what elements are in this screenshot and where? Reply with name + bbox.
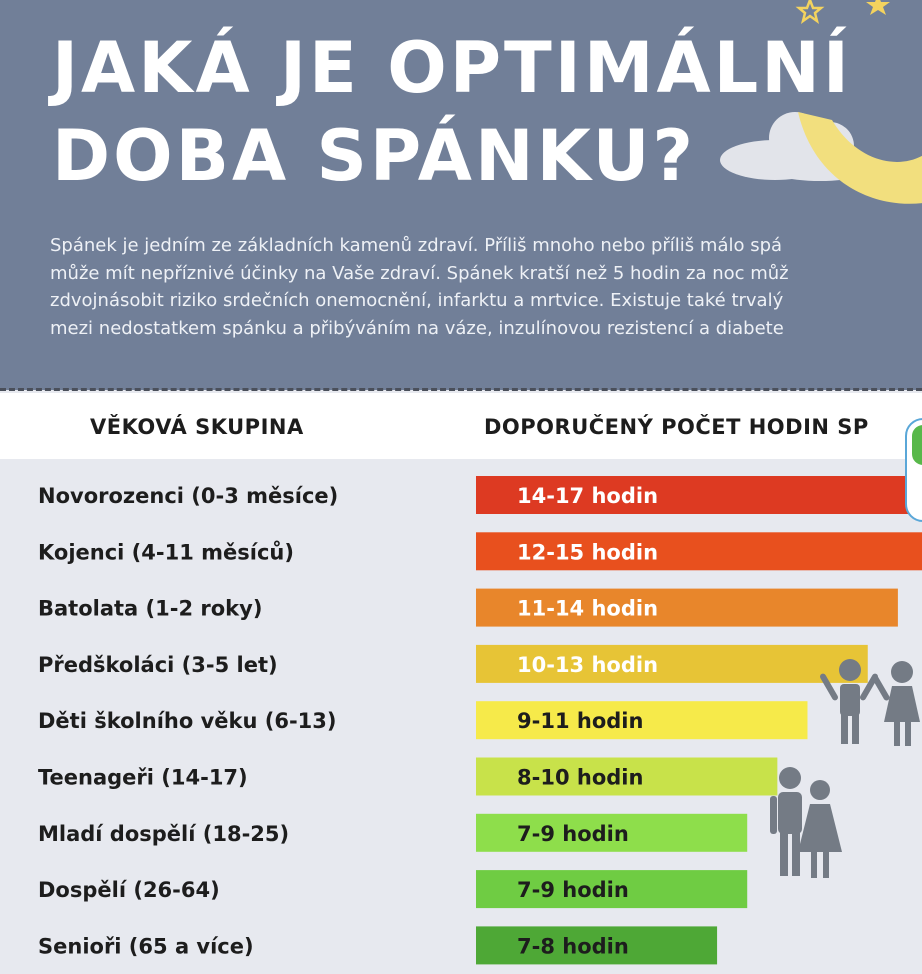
category-label: Teenageři (14-17) [38, 766, 248, 790]
people-illustrations [770, 659, 920, 878]
category-label: Senioři (65 a více) [38, 934, 254, 958]
bar-label: 7-9 hodin [517, 878, 629, 902]
sleep-hours-bar-chart: Novorozenci (0-3 měsíce) 14-17 hodin Kojen… [38, 476, 922, 965]
intro-line-4: mezi nedostatkem spánku a přibýváním na … [50, 317, 784, 339]
bar [476, 588, 898, 627]
bar-label: 9-11 hodin [517, 709, 643, 733]
bar-label: 14-17 hodin [517, 484, 658, 508]
bar [476, 701, 808, 740]
title-line-1: JAKÁ JE OPTIMÁLNÍ [52, 27, 852, 109]
section-divider [0, 388, 922, 391]
bar [476, 532, 922, 571]
star-outline-icon [795, 0, 825, 24]
intro-line-1: Spánek je jedním ze základních kamenů zd… [50, 235, 783, 256]
bar-label: 8-10 hodin [517, 766, 643, 790]
crescent-moon-icon [798, 112, 922, 204]
intro-line-3: zdvojnásobit riziko srdečních onemocnění… [50, 290, 784, 311]
star-filled-icon [866, 0, 890, 15]
intro-paragraph: Spánek je jedním ze základních kamenů zd… [50, 232, 922, 342]
page-title: JAKÁ JE OPTIMÁLNÍ DOBA SPÁNKU? [52, 24, 922, 200]
table-header-row: VĚKOVÁ SKUPINA DOPORUČENÝ POČET HODIN SP [0, 393, 922, 459]
column-header-age-group: VĚKOVÁ SKUPINA [90, 415, 304, 439]
category-label: Kojenci (4-11 měsíců) [38, 540, 294, 564]
children-icon [820, 659, 920, 746]
category-label: Dospělí (26-64) [38, 878, 220, 902]
bar-label: 11-14 hodin [517, 597, 658, 621]
bar-label: 10-13 hodin [517, 653, 658, 677]
side-widget-dot [912, 425, 922, 465]
category-label: Děti školního věku (6-13) [38, 709, 337, 733]
category-label: Mladí dospělí (18-25) [38, 822, 289, 846]
category-label: Novorozenci (0-3 měsíce) [38, 484, 338, 508]
bar-label: 7-8 hodin [517, 934, 629, 958]
bar-label: 7-9 hodin [517, 822, 629, 846]
elderly-couple-icon [770, 767, 842, 878]
hero-banner: JAKÁ JE OPTIMÁLNÍ DOBA SPÁNKU? Spánek je… [0, 0, 922, 390]
night-sky-decoration [720, 0, 922, 204]
bar [476, 870, 748, 909]
column-header-hours: DOPORUČENÝ POČET HODIN SP [484, 415, 869, 439]
bar [476, 813, 748, 852]
title-line-2: DOBA SPÁNKU? [52, 115, 697, 197]
intro-line-2: může mít nepříznivé účinky na Vaše zdrav… [50, 262, 789, 284]
bar [476, 476, 922, 514]
bar [476, 926, 718, 965]
bar [476, 644, 868, 683]
bar-label: 12-15 hodin [517, 540, 658, 564]
category-label: Předškoláci (3-5 let) [38, 653, 278, 677]
bar [476, 757, 778, 796]
category-label: Batolata (1-2 roky) [38, 597, 262, 621]
